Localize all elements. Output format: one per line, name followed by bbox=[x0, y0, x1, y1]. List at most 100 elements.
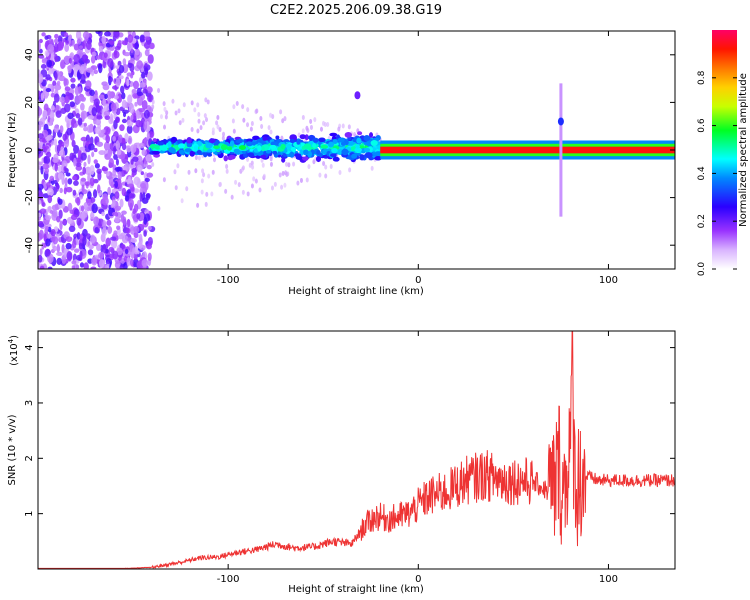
heatmap-cell bbox=[127, 135, 133, 145]
heatmap-cell bbox=[252, 176, 256, 182]
heatmap-cell bbox=[52, 157, 59, 163]
heatmap-cell bbox=[38, 137, 46, 143]
heatmap-cells bbox=[38, 31, 675, 269]
heatmap-cell bbox=[66, 251, 73, 261]
heatmap-cell bbox=[72, 175, 77, 181]
heatmap-cell bbox=[55, 110, 62, 118]
heatmap-cell bbox=[83, 161, 87, 167]
heatmap-cell bbox=[112, 135, 116, 142]
heatmap-cell bbox=[182, 102, 186, 108]
heatmap-cell bbox=[74, 86, 80, 96]
heatmap-cell bbox=[246, 138, 253, 143]
heatmap-cell bbox=[207, 173, 211, 179]
heatmap-cell bbox=[205, 191, 209, 197]
heatmap-cell bbox=[106, 90, 112, 101]
heatmap-cell bbox=[200, 178, 204, 184]
heatmap-cell bbox=[45, 88, 52, 93]
heatmap-cell bbox=[95, 55, 102, 60]
y-tick-label: 3 bbox=[24, 400, 35, 406]
heatmap-cell bbox=[113, 230, 118, 237]
heatmap-cell bbox=[170, 148, 176, 154]
heatmap-cell bbox=[294, 153, 302, 158]
heatmap-cell bbox=[260, 145, 265, 152]
heatmap-cell bbox=[194, 155, 198, 161]
heatmap-cell bbox=[84, 181, 91, 187]
heatmap-cell bbox=[114, 180, 119, 189]
heatmap-cell bbox=[139, 82, 146, 88]
heatmap-cell bbox=[113, 31, 120, 38]
heatmap-cell bbox=[136, 91, 144, 96]
heatmap-cell bbox=[113, 154, 119, 160]
heatmap-cell bbox=[105, 237, 111, 247]
heatmap-cell bbox=[75, 112, 81, 119]
heatmap-cell bbox=[122, 216, 127, 226]
heatmap-cell bbox=[241, 165, 245, 171]
heatmap-cell bbox=[102, 98, 106, 106]
heatmap-cell bbox=[123, 261, 128, 269]
heatmap-cell bbox=[76, 38, 82, 45]
heatmap-cell bbox=[64, 96, 69, 102]
heatmap-cell bbox=[249, 126, 253, 132]
heatmap-cell bbox=[186, 136, 192, 144]
heatmap-cell bbox=[104, 31, 111, 37]
heatmap-cell bbox=[267, 125, 271, 131]
heatmap-cell bbox=[118, 134, 123, 144]
heatmap-cell bbox=[278, 172, 282, 178]
heatmap-cell bbox=[79, 66, 85, 75]
heatmap-cell bbox=[71, 139, 76, 148]
heatmap-cell bbox=[126, 227, 131, 234]
heatmap-cell bbox=[73, 180, 79, 186]
y-tick-label: 2 bbox=[24, 455, 35, 461]
heatmap-cell bbox=[197, 155, 201, 161]
heatmap-cell bbox=[90, 266, 97, 269]
snr-series-line bbox=[38, 331, 675, 569]
heatmap-cell bbox=[211, 169, 215, 175]
heatmap-cell bbox=[38, 107, 43, 117]
heatmap-cell bbox=[69, 126, 73, 134]
heatmap-cell bbox=[202, 120, 206, 126]
heatmap-cell bbox=[67, 202, 73, 212]
heatmap-cell bbox=[99, 259, 105, 268]
heatmap-cell bbox=[132, 156, 139, 162]
heatmap-cell bbox=[132, 247, 136, 255]
heatmap-cell bbox=[235, 139, 243, 144]
heatmap-cell bbox=[47, 43, 54, 54]
heatmap-cell bbox=[170, 136, 178, 143]
heatmap-cell bbox=[95, 118, 102, 126]
heatmap-cell bbox=[260, 154, 267, 159]
heatmap-cell bbox=[101, 227, 108, 237]
heatmap-cell bbox=[340, 141, 346, 146]
heatmap-cell bbox=[247, 152, 255, 158]
heatmap-cell bbox=[321, 120, 325, 126]
heatmap-cell bbox=[312, 137, 319, 143]
heatmap-cell bbox=[101, 211, 105, 217]
heatmap-cell bbox=[49, 110, 55, 120]
heatmap-cell bbox=[54, 162, 59, 172]
heatmap-cell bbox=[286, 171, 290, 177]
y-tick-label: 1 bbox=[24, 510, 35, 516]
heatmap-cell bbox=[147, 54, 154, 64]
top-y-axis-label: Frequency (Hz) bbox=[7, 112, 18, 188]
heatmap-cell bbox=[83, 262, 89, 269]
heatmap-cell bbox=[68, 225, 76, 233]
heatmap-cell bbox=[112, 169, 117, 177]
heatmap-cell bbox=[304, 143, 312, 149]
heatmap-cell bbox=[177, 108, 181, 114]
heatmap-cell bbox=[98, 45, 104, 53]
heatmap-cell bbox=[87, 115, 95, 120]
heatmap-cell bbox=[127, 94, 133, 105]
heatmap-cell bbox=[82, 166, 86, 175]
heatmap-cell bbox=[41, 58, 48, 64]
bottom-y-axis: 1 2 3 4 bbox=[24, 344, 675, 517]
heatmap-cell bbox=[301, 128, 305, 134]
heatmap-cell bbox=[163, 106, 167, 112]
bottom-x-axis: -100 0 100 bbox=[217, 331, 618, 585]
heatmap-cell bbox=[136, 164, 143, 173]
heatmap-cell bbox=[148, 131, 154, 138]
heatmap-cell bbox=[301, 114, 305, 120]
heatmap-cell bbox=[109, 113, 114, 123]
heatmap-cell bbox=[90, 211, 95, 220]
heatmap-cell bbox=[190, 127, 194, 133]
heatmap-cell bbox=[356, 137, 362, 144]
heatmap-cell bbox=[113, 95, 119, 100]
